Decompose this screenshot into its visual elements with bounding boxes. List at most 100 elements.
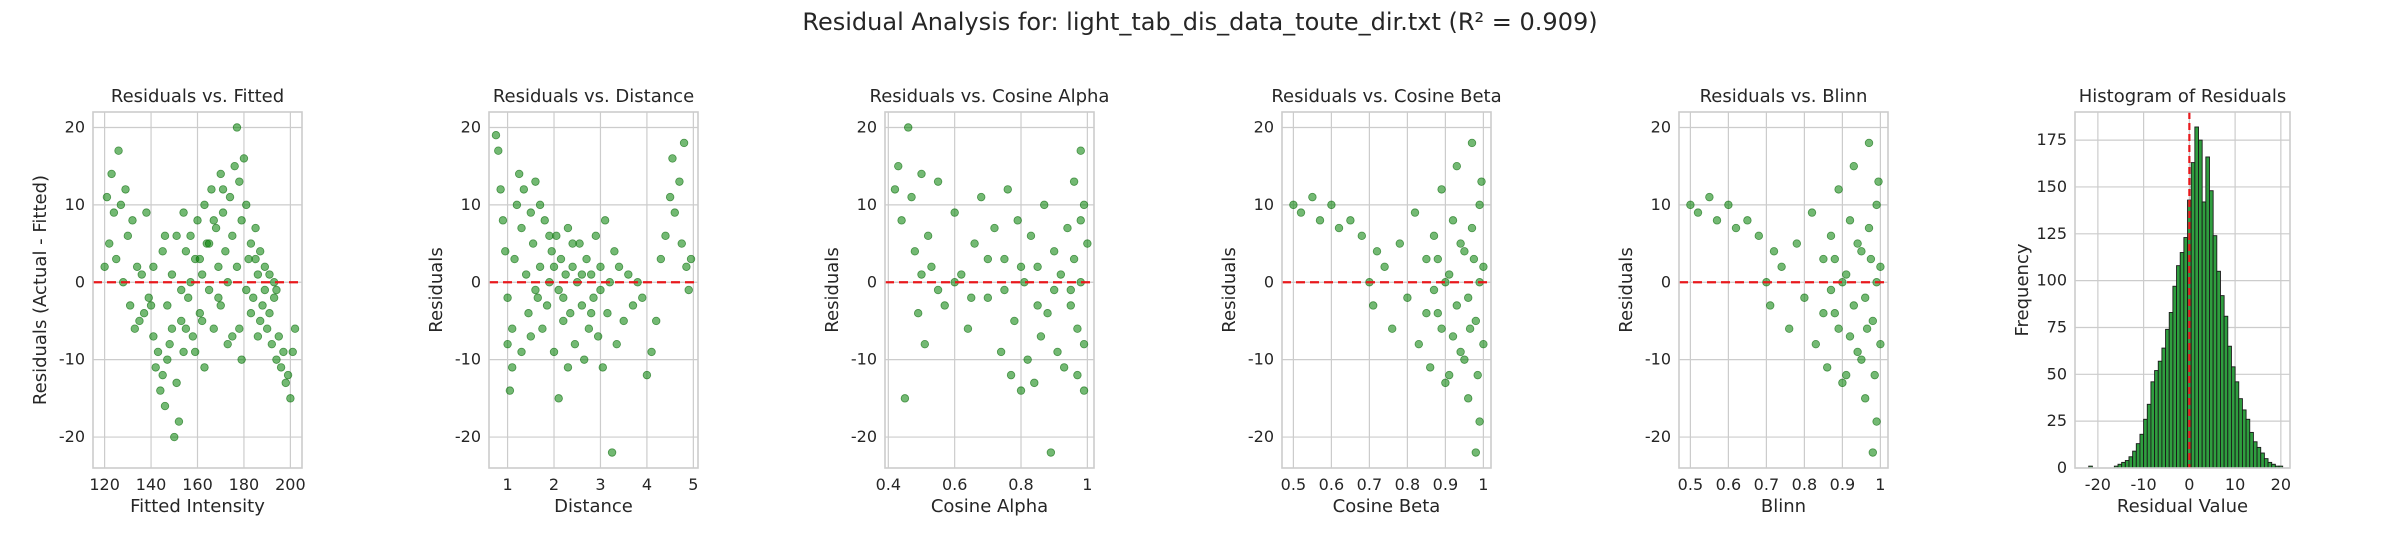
- y-tick-label: 10: [857, 195, 877, 214]
- scatter-point: [596, 285, 605, 295]
- scatter-point: [1849, 301, 1858, 310]
- scatter-point: [1874, 177, 1883, 186]
- scatter-point: [593, 332, 603, 341]
- scatter-point: [1467, 138, 1477, 148]
- panel-3: 0.4 0.6 0.8 1 -20 -10 0 10 20 Residuals vs. Cosin…: [822, 86, 1109, 517]
- scatter-point: [1465, 324, 1475, 333]
- scatter-point: [1876, 339, 1885, 349]
- scatter-point: [197, 316, 207, 326]
- scatter-point: [265, 270, 274, 279]
- scatter-point: [228, 231, 237, 241]
- scatter-point: [135, 316, 144, 326]
- scatter-point: [1000, 254, 1009, 264]
- scatter-point: [547, 247, 556, 256]
- scatter-point: [682, 262, 691, 271]
- scatter-point: [686, 254, 696, 264]
- scatter-point: [1853, 239, 1862, 248]
- y-tick-label: 10: [1651, 195, 1671, 214]
- scatter-point: [614, 262, 624, 271]
- y-tick-label: 175: [2036, 130, 2067, 149]
- scatter-point: [218, 208, 228, 217]
- x-tick-label: 160: [182, 475, 213, 494]
- scatter-point: [1830, 254, 1839, 264]
- x-axis-label: Residual Value: [2117, 496, 2248, 517]
- scatter-point: [1289, 200, 1298, 210]
- scatter-point: [517, 347, 526, 357]
- scatter-point: [670, 208, 679, 217]
- histogram-bar: [2241, 409, 2247, 469]
- y-tick-label: 20: [1254, 117, 1274, 136]
- y-axis-label: Residuals: [426, 247, 447, 332]
- scatter-point: [225, 192, 235, 202]
- scatter-point: [1049, 247, 1059, 256]
- y-tick-label: 0: [867, 272, 877, 291]
- scatter-point: [200, 363, 209, 372]
- x-tick-label: 140: [136, 475, 167, 494]
- scatter-point: [542, 301, 552, 310]
- x-tick-label: 0.6: [1716, 475, 1741, 494]
- scatter-point: [256, 247, 265, 256]
- scatter-point: [139, 309, 149, 318]
- panel-5: 0.5 0.6 0.7 0.8 0.9 1 -20 -10 0 10 20 Residuals vs.…: [1616, 86, 1889, 517]
- scatter-point: [1023, 355, 1032, 364]
- scatter-point: [197, 270, 207, 279]
- scatter-point: [260, 262, 270, 271]
- scatter-point: [207, 185, 216, 194]
- scatter-point: [917, 169, 926, 179]
- scatter-point: [577, 301, 587, 310]
- scatter-point: [526, 332, 535, 341]
- scatter-point: [1414, 339, 1423, 349]
- scatter-point: [153, 347, 163, 357]
- scatter-point: [211, 223, 221, 233]
- scatter-point: [172, 378, 181, 388]
- scatter-point: [269, 293, 279, 302]
- x-tick-label: 2: [549, 475, 559, 494]
- scatter-point: [1469, 254, 1479, 264]
- scatter-point: [1868, 448, 1877, 457]
- y-tick-label: 20: [65, 117, 85, 136]
- scatter-point: [554, 394, 563, 403]
- scatter-point: [1043, 309, 1052, 318]
- scatter-point: [160, 401, 170, 411]
- scatter-point: [1819, 309, 1828, 318]
- histogram-bar: [2234, 381, 2240, 469]
- y-tick-label: -20: [1248, 427, 1274, 446]
- histogram-bar: [2198, 139, 2203, 469]
- scatter-point: [1475, 200, 1484, 210]
- scatter-point: [512, 200, 522, 210]
- scatter-point: [1380, 262, 1389, 271]
- scatter-point: [1724, 200, 1733, 210]
- panel-6: -20 -10 0 10 20 0 25 50 75 100 125 150 175 Histogram …: [2012, 86, 2291, 517]
- scatter-point: [1819, 254, 1828, 264]
- scatter-point: [1460, 247, 1469, 256]
- scatter-point: [105, 239, 114, 248]
- scatter-point: [1864, 138, 1874, 148]
- panel-title: Histogram of Residuals: [2079, 86, 2287, 107]
- y-tick-label: 25: [2047, 411, 2067, 430]
- scatter-point: [281, 378, 290, 388]
- scatter-point: [214, 293, 223, 302]
- scatter-point: [1073, 324, 1082, 333]
- scatter-point: [1433, 254, 1442, 264]
- histogram-bar: [2143, 418, 2148, 469]
- scatter-point: [1368, 301, 1378, 310]
- y-tick-label: -10: [1248, 350, 1274, 369]
- scatter-point: [1765, 301, 1775, 310]
- histogram-bar: [2176, 265, 2181, 469]
- scatter-point: [1870, 370, 1879, 380]
- x-axis-label: Cosine Beta: [1333, 496, 1441, 517]
- scatter-point: [174, 417, 184, 426]
- scatter-point: [1845, 332, 1855, 341]
- scatter-point: [188, 332, 198, 341]
- y-axis-label: Residuals (Actual - Fitted): [30, 175, 51, 405]
- scatter-point: [1033, 301, 1042, 310]
- histogram-bar: [2205, 156, 2210, 469]
- scatter-point: [272, 285, 281, 295]
- scatter-point: [624, 270, 633, 279]
- histogram-bar: [2172, 285, 2178, 469]
- scatter-point: [933, 177, 943, 186]
- y-tick-label: 50: [2047, 364, 2067, 383]
- scatter-point: [237, 216, 246, 225]
- scatter-point: [535, 262, 545, 271]
